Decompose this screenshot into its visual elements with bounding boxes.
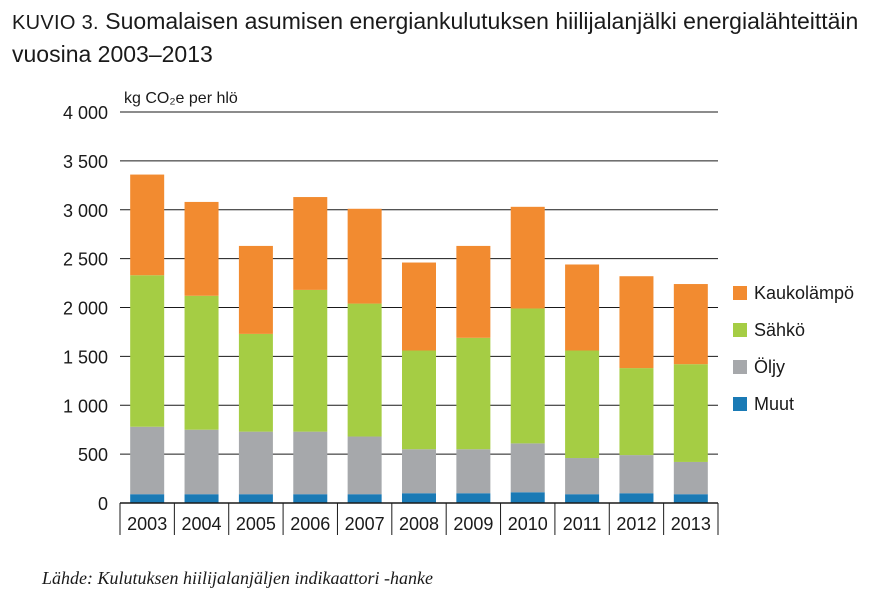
bar-segment [456,449,491,494]
x-tick-label: 2012 [616,514,656,534]
legend-label: Muut [754,394,794,414]
x-tick-label: 2009 [453,514,493,534]
y-axis-label: kg CO₂e per hlö [124,90,238,107]
bar-segment [184,494,219,503]
bar-segment [619,493,654,503]
x-tick-label: 2008 [399,514,439,534]
x-tick-label: 2013 [671,514,711,534]
x-tick-label: 2010 [508,514,548,534]
bar-segment [130,275,165,427]
bar-segment [673,284,708,365]
x-tick-label: 2007 [345,514,385,534]
bar-segment [402,493,436,503]
legend-label: Öljy [754,357,785,377]
y-tick-label: 2 500 [63,250,108,270]
bar-segment [238,245,273,334]
bar-segment [673,494,708,503]
bar-segment [347,436,382,495]
stacked-bar-chart: 0 500 1 000 1 500 2 000 2 500 3 000 3 500 4 000 k… [63,90,854,535]
bar-segment [130,174,165,276]
legend-label: Sähkö [754,320,805,340]
bar-segment [619,276,654,369]
bar-segment [565,350,600,459]
bar-segment [565,264,600,351]
bar-segment [565,494,600,503]
bar-segment [402,449,436,494]
y-tick-label: 4 000 [63,103,108,123]
bar-segment [673,461,708,495]
bar-segment [456,493,491,503]
y-tick-label: 500 [78,445,108,465]
y-tick-label: 0 [98,494,108,514]
bar-segment [130,494,165,503]
bar-segment [402,262,436,351]
bar-segment [510,492,545,503]
x-tick-label: 2003 [127,514,167,534]
y-tick-label: 3 000 [63,201,108,221]
legend-swatch [733,323,747,337]
bar-segment [673,364,708,462]
bar-segment [347,208,382,304]
bar-segment [184,429,219,495]
title-text: Suomalaisen asumisen energiankulutuksen … [12,8,859,67]
legend-swatch [733,286,747,300]
legend-swatch [733,360,747,374]
bar-segment [184,295,219,430]
bar-segment [510,308,545,444]
source-note: Lähde: Kulutuksen hiilijalanjäljen indik… [42,568,433,588]
bar-segment [619,368,654,456]
y-tick-label: 3 500 [63,152,108,172]
bar-segment [184,201,219,296]
legend-swatch [733,397,747,411]
bar-segment [619,455,654,494]
bar-segment [238,431,273,495]
bar-segment [402,350,436,450]
bar-segment [510,206,545,309]
bar-segment [456,245,491,338]
x-tick-label: 2011 [563,514,602,534]
y-tick-label: 2 000 [63,299,108,319]
figure-number: KUVIO 3. [12,12,99,34]
x-tick-label: 2006 [290,514,330,534]
bar-segment [293,289,328,432]
y-tick-label: 1 500 [63,347,108,367]
bar-segment [347,303,382,437]
y-tick-label: 1 000 [63,396,108,416]
bar-segment [456,337,491,450]
bar-segment [293,494,328,503]
legend-label: Kaukolämpö [754,283,854,303]
bar-segment [565,458,600,495]
bar-segment [293,431,328,495]
bar-segment [293,197,328,290]
chart-title: KUVIO 3. Suomalaisen asumisen energianku… [12,6,872,70]
x-tick-label: 2005 [236,514,276,534]
bar-segment [347,494,382,503]
bar-segment [510,443,545,493]
bar-segment [238,333,273,432]
bar-segment [238,494,273,503]
x-tick-label: 2004 [182,514,222,534]
bar-segment [130,426,165,495]
